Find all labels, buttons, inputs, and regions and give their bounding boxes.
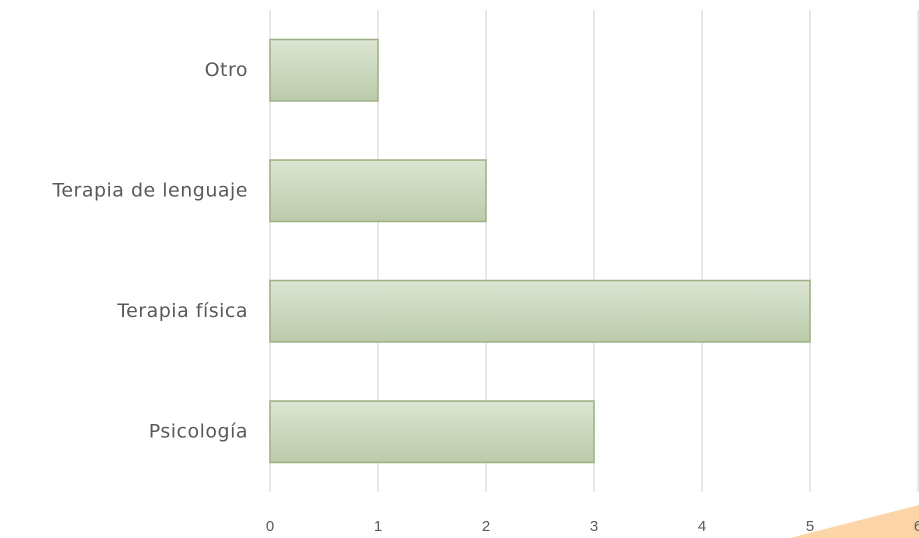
y-tick-label: Otro: [205, 59, 248, 81]
x-tick-label: 0: [266, 518, 274, 535]
x-tick-label: 1: [374, 518, 382, 535]
x-tick-label: 2: [482, 518, 490, 535]
bar: [269, 159, 487, 223]
x-tick-label: 5: [806, 518, 814, 535]
x-tick-label: 6: [914, 518, 919, 535]
y-tick-label: Psicología: [149, 420, 248, 442]
decoration: [790, 505, 919, 538]
x-tick-label: 3: [590, 518, 598, 535]
bar: [269, 400, 595, 464]
bar: [269, 279, 811, 343]
y-tick-label: Terapia física: [116, 300, 248, 322]
x-tick-label: 4: [698, 518, 706, 535]
bar: [269, 38, 379, 102]
y-tick-label: Terapia de lenguaje: [51, 179, 248, 201]
